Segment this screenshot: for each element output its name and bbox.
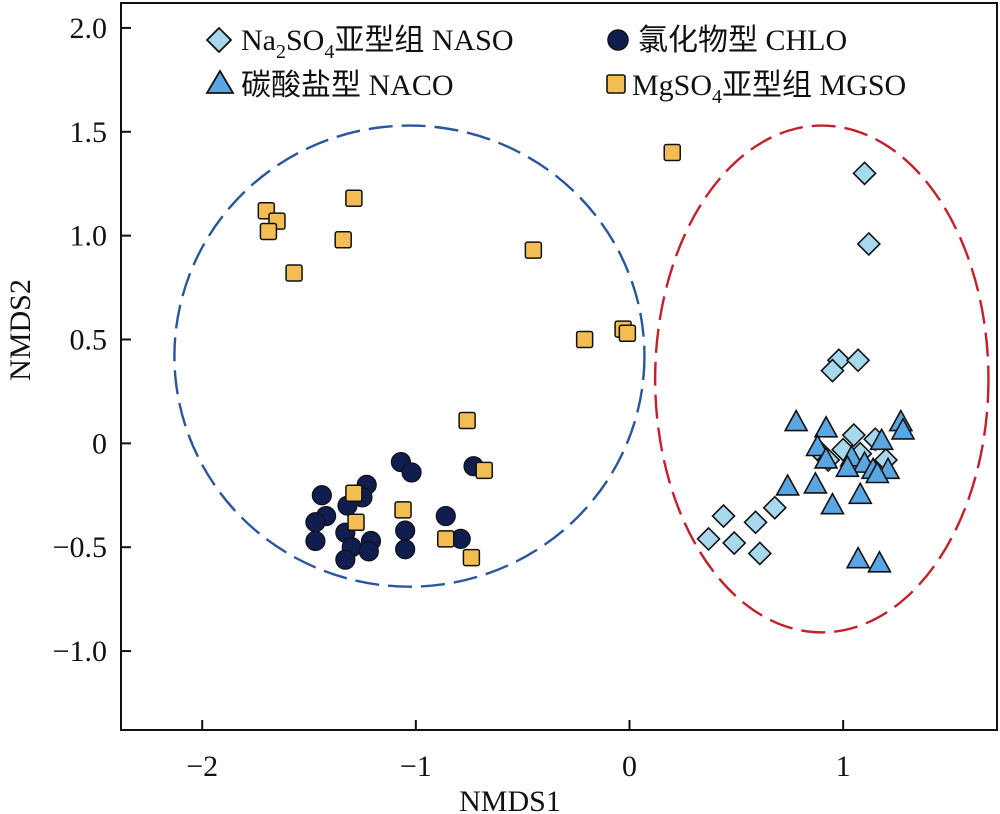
point-naco <box>847 481 873 505</box>
group-ellipse <box>173 124 646 588</box>
point-naso <box>711 503 736 529</box>
x-axis: −2 −1 0 1 <box>186 720 851 783</box>
point-mgso <box>345 484 363 502</box>
point-mgso <box>458 411 476 430</box>
legend-label-chlo: 氯化物型 CHLO <box>638 24 847 57</box>
point-naco <box>820 492 845 515</box>
point-chlo <box>305 512 326 533</box>
y-tick-label: −0.5 <box>53 531 107 564</box>
legend-item-naso: Na2SO4亚型组 NASO <box>205 24 514 63</box>
point-naco <box>864 460 890 484</box>
point-chlo <box>305 530 326 552</box>
point-mgso <box>347 513 365 532</box>
point-mgso <box>437 530 455 548</box>
point-chlo <box>335 549 356 570</box>
point-naco <box>803 471 828 494</box>
y-tick-label: 1.5 <box>70 116 108 149</box>
data-points <box>257 143 916 573</box>
x-tick-label: −2 <box>186 750 218 783</box>
legend-item-naco: 碳酸盐型 NACO <box>205 69 454 102</box>
point-naso <box>852 161 877 186</box>
point-mgso <box>334 231 352 249</box>
point-mgso <box>575 330 594 349</box>
point-naco <box>890 417 916 440</box>
point-naco <box>775 473 800 496</box>
legend-triangle-marker <box>205 69 235 94</box>
legend-diamond-marker <box>205 26 233 54</box>
point-naco <box>805 433 830 457</box>
point-naco <box>845 546 871 569</box>
point-mgso <box>259 222 278 241</box>
point-mgso <box>285 264 303 282</box>
point-chlo <box>395 539 416 560</box>
legend-item-mgso: MgSO4亚型组 MGSO <box>606 69 906 108</box>
point-mgso <box>345 189 363 208</box>
point-mgso <box>394 501 412 519</box>
x-axis-label: NMDS1 <box>459 785 561 814</box>
point-mgso <box>618 324 637 343</box>
point-naso <box>722 530 747 556</box>
group-ellipse <box>653 124 990 634</box>
point-naco <box>869 427 894 451</box>
legend-label-naco: 碳酸盐型 NACO <box>241 69 454 102</box>
point-mgso <box>524 241 543 259</box>
y-tick-label: −1.0 <box>53 635 107 668</box>
point-naso <box>845 348 871 373</box>
x-tick-label: −1 <box>400 750 432 783</box>
plot-frame <box>120 2 998 731</box>
legend-item-chlo: 氯化物型 CHLO <box>607 24 847 57</box>
legend-square-marker <box>606 74 626 94</box>
point-chlo <box>435 505 456 527</box>
x-tick-label: 1 <box>836 750 851 783</box>
legend: Na2SO4亚型组 NASO 氯化物型 CHLO 碳酸盐型 NACO MgSO4… <box>205 24 906 108</box>
point-naco <box>813 446 839 469</box>
point-chlo <box>311 485 332 506</box>
legend-circle-marker <box>607 29 629 51</box>
point-mgso <box>663 143 681 162</box>
legend-label-naso: Na2SO4亚型组 NASO <box>241 24 514 63</box>
y-axis: 2.0 1.5 1.0 0.5 0 −0.5 −1.0 <box>53 12 131 668</box>
point-mgso <box>462 548 481 567</box>
point-mgso <box>475 461 493 480</box>
y-tick-label: 0 <box>92 427 107 460</box>
y-axis-label: NMDS2 <box>4 279 37 381</box>
group-ellipses <box>173 124 990 634</box>
point-chlo <box>401 462 422 483</box>
point-naco <box>783 408 809 432</box>
point-naso <box>762 495 787 520</box>
point-naso <box>747 541 772 566</box>
point-naso <box>841 422 866 448</box>
point-naco <box>835 454 860 478</box>
point-chlo <box>395 520 416 541</box>
legend-label-mgso: MgSO4亚型组 MGSO <box>632 69 906 108</box>
point-naso <box>696 526 721 552</box>
y-tick-label: 0.5 <box>70 323 108 356</box>
point-naso <box>820 358 845 383</box>
point-naso <box>856 231 881 257</box>
point-naco <box>813 415 839 438</box>
point-naso <box>743 510 768 535</box>
y-tick-label: 2.0 <box>70 12 108 45</box>
y-tick-label: 1.0 <box>70 220 108 253</box>
x-tick-label: 0 <box>622 750 637 783</box>
point-naco <box>867 550 892 573</box>
point-chlo <box>358 541 379 562</box>
